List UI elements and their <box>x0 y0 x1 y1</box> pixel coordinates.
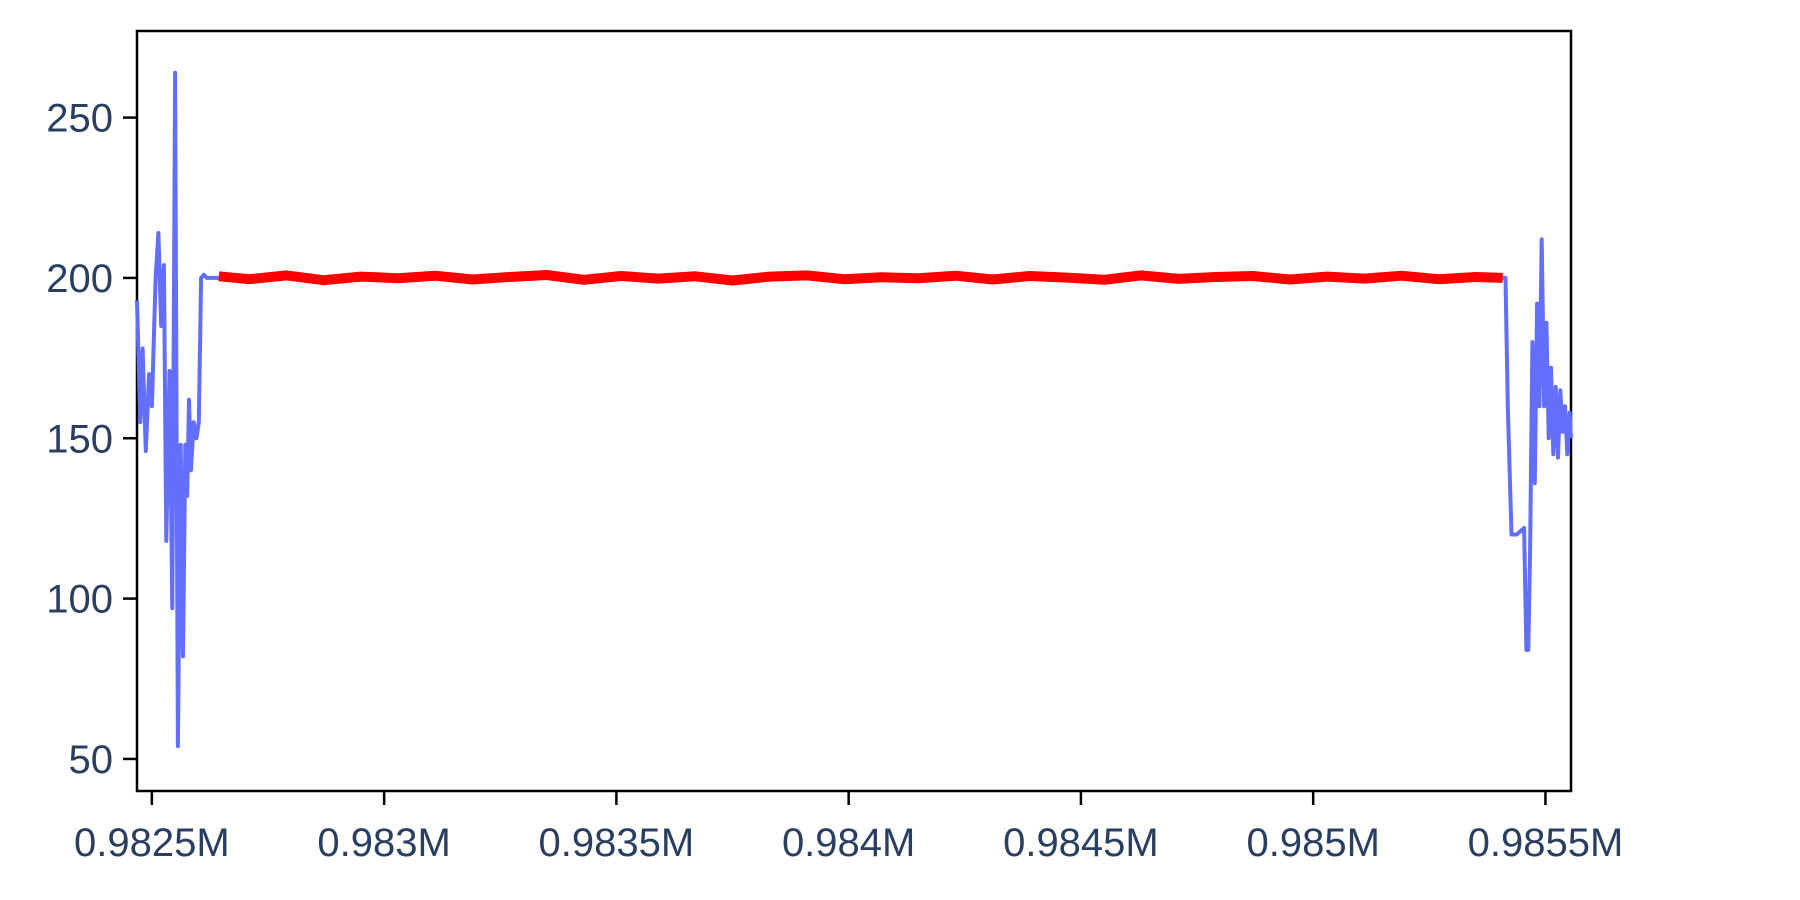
y-tick-label: 200 <box>46 257 113 301</box>
x-tick-label: 0.983M <box>317 821 450 865</box>
x-tick-label: 0.9845M <box>1003 821 1159 865</box>
x-tick-label: 0.9825M <box>74 821 230 865</box>
x-tick-label: 0.9835M <box>539 821 695 865</box>
y-axis: 50 100 150 200 250 <box>46 97 137 782</box>
x-tick-label: 0.984M <box>782 821 915 865</box>
plot-frame <box>135 29 1573 793</box>
y-tick-label: 50 <box>69 738 114 782</box>
y-tick-label: 150 <box>46 417 113 461</box>
series-layer <box>135 70 1573 749</box>
x-tick-label: 0.9855M <box>1468 821 1624 865</box>
series-line-1 <box>135 70 1573 749</box>
x-axis: 0.9825M 0.983M 0.9835M 0.984M 0.9845M 0.985M 0… <box>74 791 1623 865</box>
y-tick-label: 250 <box>46 97 113 141</box>
y-tick-label: 100 <box>46 578 113 622</box>
x-tick-label: 0.985M <box>1246 821 1379 865</box>
series-line-2 <box>218 270 1503 286</box>
